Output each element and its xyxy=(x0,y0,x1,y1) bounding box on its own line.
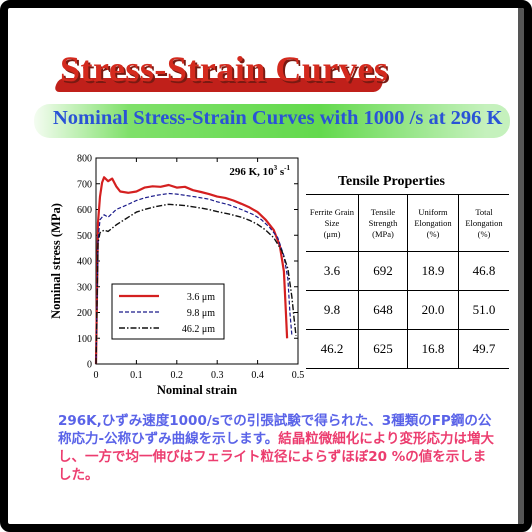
table-header-row: Ferrite Grain Size (μm) Tensile Strength (MP… xyxy=(306,194,509,252)
frame-shadow xyxy=(518,8,524,524)
subtitle-highlight xyxy=(34,104,510,138)
x-tick-label: 0.2 xyxy=(171,370,184,381)
y-tick-label: 600 xyxy=(77,205,92,216)
x-tick-label: 0.1 xyxy=(130,370,143,381)
header-total-elongation: Total Elongation (%) xyxy=(458,194,509,252)
caption-part-blue: 296K,ひずみ速度1000/sでの引張試験で得られた、3種類のFP鋼の公称応力… xyxy=(58,413,492,447)
table-cell: 49.7 xyxy=(458,329,509,369)
table-cell: 648 xyxy=(358,290,408,330)
y-tick-label: 500 xyxy=(77,231,92,242)
x-tick-label: 0 xyxy=(94,370,99,381)
table-cell: 16.8 xyxy=(407,329,459,369)
x-tick-label: 0.5 xyxy=(292,370,305,381)
series-line xyxy=(95,203,297,365)
header-grain-size: Ferrite Grain Size (μm) xyxy=(306,194,359,252)
table-row: 3.6 692 18.9 46.8 xyxy=(306,251,509,291)
y-tick-label: 800 xyxy=(77,154,92,165)
table-cell: 46.8 xyxy=(458,251,509,291)
x-axis-label: Nominal strain xyxy=(157,383,237,396)
stress-strain-chart: 0 0.1 0.2 0.3 0.4 0.5 0 100 200 300 400 500 600 700 80… xyxy=(49,154,305,397)
table-cell: 625 xyxy=(358,329,408,369)
y-tick-label: 700 xyxy=(77,179,92,190)
y-axis-label: Nominal stress (MPa) xyxy=(49,203,63,319)
slide-title: Stress-Strain Curves xyxy=(60,49,389,89)
header-uniform-elongation: Uniform Elongation (%) xyxy=(407,194,459,252)
table-title: Tensile Properties xyxy=(338,174,445,189)
y-tick-label: 200 xyxy=(77,308,92,319)
table-cell: 9.8 xyxy=(306,290,359,330)
table-cell: 3.6 xyxy=(306,251,359,291)
header-tensile-strength: Tensile Strength (MPa) xyxy=(358,194,408,252)
series-line xyxy=(95,192,293,365)
table-row: 46.2 625 16.8 49.7 xyxy=(306,329,509,369)
legend-label: 3.6 μm xyxy=(187,292,215,303)
y-tick-label: 400 xyxy=(77,257,92,268)
table-cell: 51.0 xyxy=(458,290,509,330)
y-tick-label: 100 xyxy=(77,334,92,345)
legend-label: 46.2 μm xyxy=(182,324,215,335)
y-tick-label: 0 xyxy=(87,360,92,371)
table-row: 9.8 648 20.0 51.0 xyxy=(306,290,509,330)
table-cell: 692 xyxy=(358,251,408,291)
series-line xyxy=(94,176,289,365)
chart-annotation: 296 K, 103 s-1 xyxy=(229,164,290,178)
table-cell: 46.2 xyxy=(306,329,359,369)
legend-box xyxy=(111,283,225,340)
y-tick-label: 300 xyxy=(77,282,92,293)
x-tick-label: 0.3 xyxy=(211,370,224,381)
legend-label: 9.8 μm xyxy=(187,308,215,319)
x-tick-label: 0.4 xyxy=(251,370,264,381)
caption-text: 296K,ひずみ速度1000/sでの引張試験で得られた、3種類のFP鋼の公称応力… xyxy=(58,412,498,484)
table-cell: 20.0 xyxy=(407,290,459,330)
caption-part-red: 結晶粒微細化により変形応力は増大し、一方で均一伸びはフェライト粒径によらずほぼ2… xyxy=(58,431,494,483)
table-cell: 18.9 xyxy=(407,251,459,291)
slide-subtitle: Nominal Stress-Strain Curves with 1000 /… xyxy=(53,107,503,129)
tensile-properties-table: Ferrite Grain Size (μm) Tensile Strength (MP… xyxy=(306,194,509,369)
